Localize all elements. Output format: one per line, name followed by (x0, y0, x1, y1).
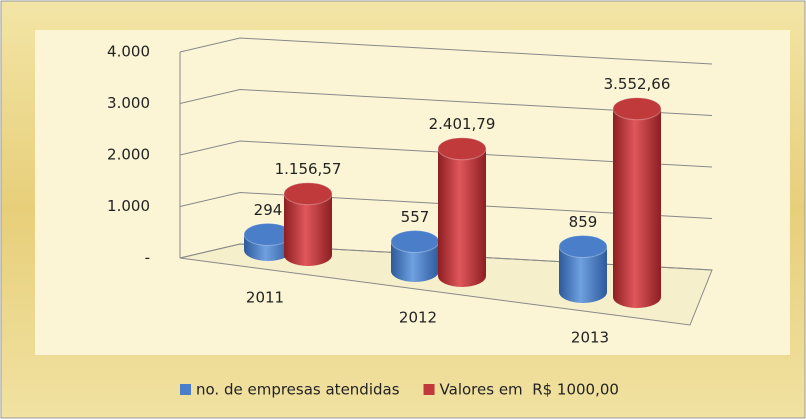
data-label: 1.156,57 (275, 160, 342, 178)
grid-line (179, 191, 713, 219)
bar (438, 148, 486, 276)
y-tick-label: 3.000 (107, 94, 150, 112)
grid-line (179, 37, 713, 65)
data-label: 2.401,79 (429, 115, 496, 133)
grid-line (179, 140, 713, 168)
bar-cap (437, 137, 487, 161)
x-tick-label: 2011 (246, 289, 284, 307)
y-tick-label: - (145, 249, 150, 267)
x-tick-label: 2012 (399, 309, 437, 327)
x-tick-label: 2013 (571, 329, 609, 347)
grid-line (179, 88, 713, 116)
bar (613, 108, 661, 298)
data-label: 859 (569, 213, 598, 231)
legend-label: Valores em R$ 1000,00 (440, 381, 619, 399)
grid-line (179, 243, 713, 271)
bar-cap (390, 229, 440, 253)
bar-cap (558, 234, 608, 258)
y-tick-label: 2.000 (107, 146, 150, 164)
legend-swatch (423, 384, 435, 395)
bar-cap (612, 97, 662, 121)
data-label: 294 (254, 201, 283, 219)
y-tick-label: 1.000 (107, 197, 150, 215)
legend-swatch (180, 384, 191, 395)
data-label: 3.552,66 (604, 75, 671, 93)
y-tick-label: 4.000 (107, 43, 150, 61)
legend-label: no. de empresas atendidas (196, 381, 400, 399)
data-label: 557 (401, 208, 430, 226)
bar-cap (283, 182, 333, 206)
